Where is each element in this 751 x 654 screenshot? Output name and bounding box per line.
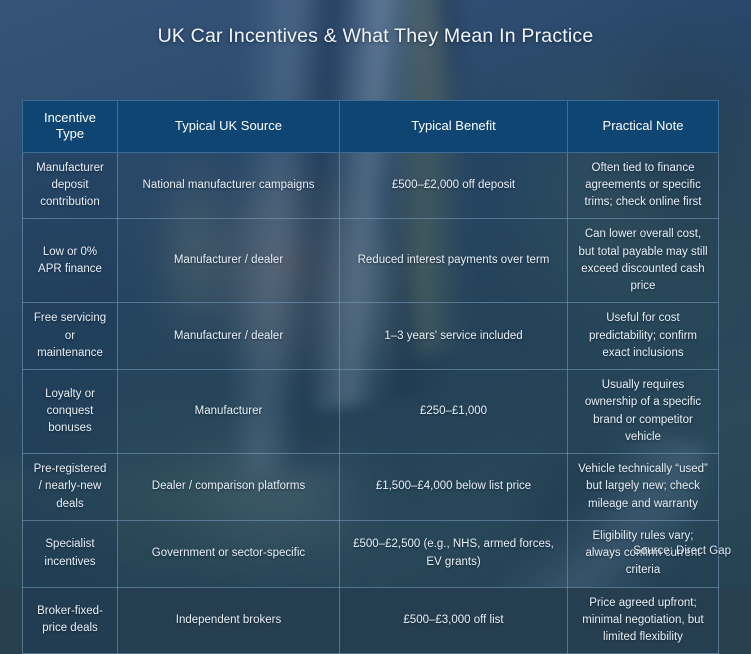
cell-incentive-type: Low or 0% APR finance — [22, 218, 118, 304]
table-row: Broker-fixed-price deals Independent brok… — [22, 586, 719, 654]
table-row: Specialist incentives Government or secto… — [22, 519, 719, 588]
cell-practical-note: Usually requires ownership of a specific… — [567, 369, 719, 454]
cell-practical-note: Eligibility rules vary; always confirm c… — [567, 519, 719, 588]
cell-typical-benefit: £1,500–£4,000 below list price — [339, 453, 568, 521]
cell-typical-benefit: Reduced interest payments over term — [339, 218, 568, 304]
incentives-table: Incentive Type Typical UK Source Typical… — [22, 100, 719, 654]
cell-typical-benefit: £500–£2,000 off deposit — [339, 151, 568, 220]
cell-typical-source: Manufacturer / dealer — [117, 302, 340, 370]
cell-incentive-type: Pre-registered / nearly-new deals — [22, 453, 118, 521]
table-header: Incentive Type Typical UK Source Typical… — [22, 100, 719, 153]
table-row: Manufacturer deposit contribution Nationa… — [22, 151, 719, 220]
column-header-incentive-type: Incentive Type — [22, 100, 118, 153]
cell-typical-source: Manufacturer / dealer — [117, 218, 340, 304]
cell-typical-benefit: £500–£3,000 off list — [339, 586, 568, 654]
table-body: Manufacturer deposit contribution Nationa… — [22, 151, 719, 654]
incentives-table-wrapper: Incentive Type Typical UK Source Typical… — [22, 100, 719, 654]
cell-typical-benefit: £500–£2,500 (e.g., NHS, armed forces, EV… — [339, 519, 568, 588]
table-row: Pre-registered / nearly-new deals Dealer … — [22, 453, 719, 521]
cell-typical-source: Dealer / comparison platforms — [117, 453, 340, 521]
page-title: UK Car Incentives & What They Mean In Pr… — [157, 25, 594, 47]
table-row: Free servicing or maintenance Manufacture… — [22, 302, 719, 370]
column-header-typical-benefit: Typical Benefit — [339, 100, 568, 153]
cell-typical-source: Government or sector-specific — [117, 519, 340, 588]
cell-typical-source: Manufacturer — [117, 369, 340, 454]
cell-incentive-type: Loyalty or conquest bonuses — [22, 369, 118, 454]
cell-incentive-type: Manufacturer deposit contribution — [22, 151, 118, 220]
cell-practical-note: Price agreed upfront; minimal negotiatio… — [567, 586, 719, 654]
cell-typical-benefit: 1–3 years' service included — [339, 302, 568, 370]
cell-practical-note: Can lower overall cost, but total payabl… — [567, 218, 719, 304]
source-note: Source: Direct Gap — [633, 545, 731, 557]
cell-incentive-type: Broker-fixed-price deals — [22, 586, 118, 654]
cell-typical-source: Independent brokers — [117, 586, 340, 654]
cell-practical-note: Often tied to finance agreements or spec… — [567, 151, 719, 220]
cell-practical-note: Useful for cost predictability; confirm … — [567, 302, 719, 370]
table-row: Loyalty or conquest bonuses Manufacturer £… — [22, 369, 719, 454]
column-header-practical-note: Practical Note — [567, 100, 719, 153]
cell-practical-note: Vehicle technically “used” but largely n… — [567, 453, 719, 521]
cell-incentive-type: Free servicing or maintenance — [22, 302, 118, 370]
cell-typical-benefit: £250–£1,000 — [339, 369, 568, 454]
table-header-row: Incentive Type Typical UK Source Typical… — [22, 100, 719, 153]
column-header-typical-uk-source: Typical UK Source — [117, 100, 340, 153]
cell-incentive-type: Specialist incentives — [22, 519, 118, 588]
cell-typical-source: National manufacturer campaigns — [117, 151, 340, 220]
table-row: Low or 0% APR finance Manufacturer / deal… — [22, 218, 719, 304]
